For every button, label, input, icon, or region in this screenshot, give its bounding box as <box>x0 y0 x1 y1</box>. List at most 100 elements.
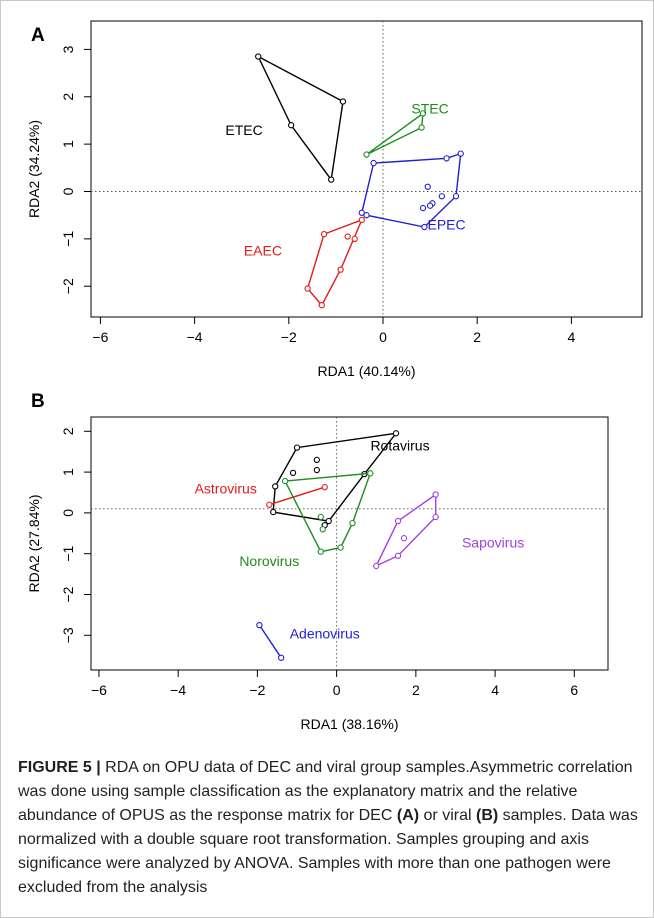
point-rotavirus <box>293 444 301 451</box>
x-tick-label: 0 <box>379 329 387 345</box>
point-sapovirus <box>394 517 402 525</box>
point-sapovirus <box>432 513 439 521</box>
group-sapovirus: Sapovirus <box>373 491 524 570</box>
panel-a: A −6 −4 −2 0 2 4 −2 −1 0 1 2 3 RDA1 (40.14%) RDA2 (34.… <box>26 20 643 379</box>
rda-figure: A −6 −4 −2 0 2 4 −2 −1 0 1 2 3 RDA1 (40.14%) RDA2 (34.… <box>26 20 643 732</box>
x-axis-label: RDA1 (38.16%) <box>300 716 398 732</box>
group-label-norovirus: Norovirus <box>239 553 299 569</box>
point-epec <box>452 193 460 200</box>
point-eaec <box>320 230 328 238</box>
caption-panel-ref-b: (B) <box>475 807 499 824</box>
point-sapovirus <box>394 552 402 559</box>
point-rotavirus <box>270 508 277 516</box>
point-eaec <box>318 302 325 309</box>
hull-etec <box>256 54 344 182</box>
point-norovirus <box>367 470 374 477</box>
x-tick-label: −4 <box>187 329 203 345</box>
group-stec: STEC <box>363 101 449 158</box>
point-epec <box>419 204 427 212</box>
y-tick-label: −1 <box>60 546 76 562</box>
point-epec <box>443 155 450 162</box>
x-tick-label: −6 <box>91 682 107 698</box>
figure-caption: FIGURE 5 | RDA on OPU data of DEC and vi… <box>18 756 644 900</box>
x-tick-label: −6 <box>92 329 108 345</box>
point-norovirus <box>349 519 356 527</box>
x-tick-label: 4 <box>491 682 499 698</box>
group-label-sapovirus: Sapovirus <box>462 534 524 550</box>
point-norovirus <box>317 548 324 555</box>
point-sapovirus <box>400 535 408 542</box>
caption-text-3: samples. Data was normalized with a doub… <box>18 807 638 896</box>
y-tick-label: 2 <box>60 93 76 101</box>
point-sapovirus <box>373 562 380 570</box>
group-eaec: EAEC <box>244 216 365 309</box>
group-label-adenovirus: Adenovirus <box>290 625 360 641</box>
y-tick-label: −2 <box>60 586 76 602</box>
point-etec <box>339 98 347 105</box>
point-epec <box>358 209 365 216</box>
y-tick-label: −1 <box>60 231 76 247</box>
point-eaec <box>337 266 344 273</box>
point-rotavirus <box>313 466 320 474</box>
group-label-eaec: EAEC <box>244 243 282 259</box>
group-astrovirus: Astrovirus <box>195 480 328 508</box>
plot-frame <box>90 20 643 318</box>
point-etec <box>328 176 335 183</box>
point-rotavirus <box>272 483 279 490</box>
panel-label-b: B <box>31 391 45 412</box>
hull-sapovirus <box>374 493 437 568</box>
x-axis-label: RDA1 (40.14%) <box>317 363 415 379</box>
point-adenovirus <box>256 621 263 629</box>
point-epec <box>421 223 428 231</box>
point-stec <box>418 124 425 131</box>
panel-label-a: A <box>31 25 45 46</box>
group-epec: EPEC <box>358 150 466 233</box>
point-epec <box>457 150 464 157</box>
hull-norovirus <box>284 472 372 553</box>
point-astrovirus <box>266 501 273 508</box>
point-rotavirus <box>325 517 332 525</box>
point-epec <box>363 212 370 219</box>
hull-astrovirus <box>269 486 325 506</box>
y-tick-label: 0 <box>60 187 76 195</box>
x-tick-label: 0 <box>333 682 341 698</box>
caption-text-2: or viral <box>419 807 476 824</box>
point-eaec <box>304 285 311 292</box>
y-tick-label: 1 <box>60 140 76 148</box>
hull-adenovirus <box>258 624 282 659</box>
point-adenovirus <box>278 654 285 661</box>
point-eaec <box>351 235 358 243</box>
point-eaec <box>358 216 365 224</box>
group-label-rotavirus: Rotavirus <box>370 438 429 454</box>
caption-text-1: RDA on OPU data of DEC and viral group s… <box>18 759 633 824</box>
group-label-epec: EPEC <box>427 217 465 233</box>
y-axis-label: RDA2 (34.24%) <box>26 120 42 218</box>
group-label-stec: STEC <box>411 101 448 117</box>
point-eaec <box>344 233 351 240</box>
caption-panel-ref-a: (A) <box>396 807 420 824</box>
point-rotavirus <box>289 469 297 477</box>
group-label-astrovirus: Astrovirus <box>195 480 257 496</box>
y-axis-label: RDA2 (27.84%) <box>26 494 42 592</box>
y-tick-label: 2 <box>60 427 76 435</box>
panel-b: B −6 −4 −2 0 2 4 6 −3 −2 −1 0 1 2 RDA1 (38.16%) RDA2 (2… <box>26 391 609 732</box>
point-norovirus <box>281 477 289 485</box>
point-astrovirus <box>321 484 328 491</box>
group-norovirus: Norovirus <box>239 470 374 569</box>
y-tick-label: 3 <box>60 45 76 53</box>
point-norovirus <box>319 526 326 533</box>
group-label-etec: ETEC <box>225 122 262 138</box>
y-tick-label: 0 <box>60 509 76 517</box>
point-rotavirus <box>392 430 400 437</box>
x-tick-label: 2 <box>412 682 420 698</box>
hull-stec <box>366 111 424 156</box>
caption-figure-label: FIGURE 5 | <box>18 759 101 776</box>
hull-eaec <box>306 218 364 307</box>
point-epec <box>438 193 446 200</box>
group-etec: ETEC <box>225 53 347 183</box>
x-tick-label: 6 <box>570 682 578 698</box>
x-tick-label: 4 <box>567 329 575 345</box>
point-norovirus <box>337 544 344 551</box>
group-adenovirus: Adenovirus <box>256 621 360 661</box>
